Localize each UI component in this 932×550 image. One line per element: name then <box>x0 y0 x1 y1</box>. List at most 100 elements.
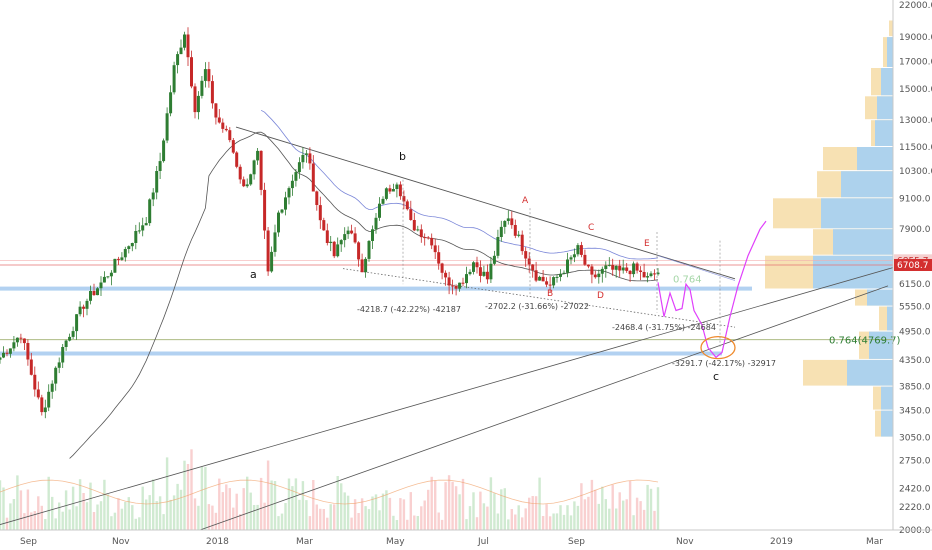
candle-body <box>228 130 232 141</box>
volume-bar <box>569 515 573 530</box>
volume-bar <box>242 488 245 530</box>
candle-body <box>586 264 590 267</box>
volume-bar <box>47 476 50 530</box>
volume-bar <box>639 501 642 530</box>
candle-body <box>322 220 326 231</box>
volume-bar <box>158 496 162 530</box>
candle-body <box>57 362 61 368</box>
price-tick-label: 6150.0 <box>899 280 931 290</box>
volume-bar <box>221 492 224 530</box>
candle-body <box>158 161 162 171</box>
annotations: a b c A B C D E 0.764 0.764(4769.7) -4218.7 (-42.2… <box>250 150 901 383</box>
candle-body <box>625 267 629 271</box>
volume-bar <box>521 517 524 530</box>
candle-body <box>583 254 587 265</box>
volume-bar <box>528 497 531 530</box>
volume-bar <box>541 516 545 530</box>
lower-trendline <box>342 268 736 328</box>
candle-body <box>245 184 249 187</box>
volume-bar <box>138 517 141 530</box>
volume-bar <box>96 504 99 530</box>
volume-bar <box>649 488 653 530</box>
volume-bar <box>350 517 353 530</box>
candle-body <box>277 212 280 233</box>
volume-bar <box>496 513 500 530</box>
volume-bar <box>214 512 218 530</box>
volume-bar <box>440 519 444 530</box>
candle-body <box>343 234 347 241</box>
price-badge <box>894 259 932 271</box>
candle-body <box>61 347 65 363</box>
volume-bars <box>0 449 660 530</box>
candle-body <box>224 128 228 131</box>
volume-bar <box>54 518 57 530</box>
upper-trendline <box>235 126 736 280</box>
candle-body <box>151 192 155 200</box>
candle-body <box>374 217 378 230</box>
candle-body <box>433 245 437 253</box>
volume-bar <box>514 514 517 530</box>
price-tick-label: 3850.0 <box>899 383 931 393</box>
volume-bar <box>308 516 312 530</box>
sub-wave-label-E: E <box>644 239 650 249</box>
long-support-line-2 <box>199 285 889 531</box>
measurement-label: -2468.4 (-31.75%) -24684 <box>612 323 716 332</box>
volume-bar <box>642 509 646 530</box>
candle-body <box>141 225 145 231</box>
price-tick-label: 5550.0 <box>899 303 931 313</box>
candle-body <box>621 267 625 271</box>
volume-bar <box>479 491 482 530</box>
price-tick-label: 2750.0 <box>899 456 931 466</box>
candle-body <box>165 113 169 141</box>
candle-body <box>33 374 37 390</box>
candle-body <box>217 117 221 123</box>
projection-path <box>657 220 767 359</box>
candle-body <box>54 367 58 384</box>
fib-label-upper: 0.764 <box>673 274 702 285</box>
volume-bar <box>552 513 555 530</box>
volume-bar <box>618 492 621 530</box>
volume-bar <box>44 519 47 530</box>
volume-bar <box>197 505 200 530</box>
candle-body <box>102 276 106 283</box>
volume-bar <box>507 519 510 530</box>
volume-bar <box>204 466 207 530</box>
volume-bar <box>458 494 461 530</box>
volume-bar <box>82 493 85 530</box>
candle-body <box>520 234 524 252</box>
candle-body <box>611 264 615 270</box>
volume-bar <box>235 493 238 530</box>
candle-body <box>402 196 406 202</box>
volume-bar <box>333 504 336 530</box>
volume-bar <box>482 503 486 530</box>
candle-body <box>353 233 357 243</box>
profile-bar-sell <box>841 171 893 198</box>
candle-body <box>210 81 214 104</box>
candle-body <box>8 348 12 354</box>
volume-bar <box>468 506 472 530</box>
volume-bar <box>444 482 447 530</box>
volume-bar <box>413 515 416 530</box>
price-tick-label: 3050.0 <box>899 434 931 444</box>
volume-bar <box>601 486 604 530</box>
candle-body <box>524 251 528 259</box>
candle-body <box>426 237 430 239</box>
volume-bar <box>628 481 632 530</box>
sub-wave-label-A: A <box>522 196 529 206</box>
volume-bar <box>378 510 381 530</box>
volume-bar <box>493 493 496 530</box>
volume-bar <box>437 512 440 530</box>
volume-bar <box>454 486 458 530</box>
price-tick-label: 4350.0 <box>899 356 931 366</box>
candle-body <box>0 357 2 360</box>
candle-body <box>297 162 301 173</box>
candle-body <box>534 270 538 281</box>
profile-bar-sell <box>869 331 893 359</box>
candle-body <box>329 241 333 243</box>
candle-body <box>555 276 559 278</box>
volume-bar <box>402 499 406 530</box>
profile-bar-sell <box>821 198 893 229</box>
volume-bar <box>608 508 611 530</box>
candle-body <box>221 122 225 129</box>
